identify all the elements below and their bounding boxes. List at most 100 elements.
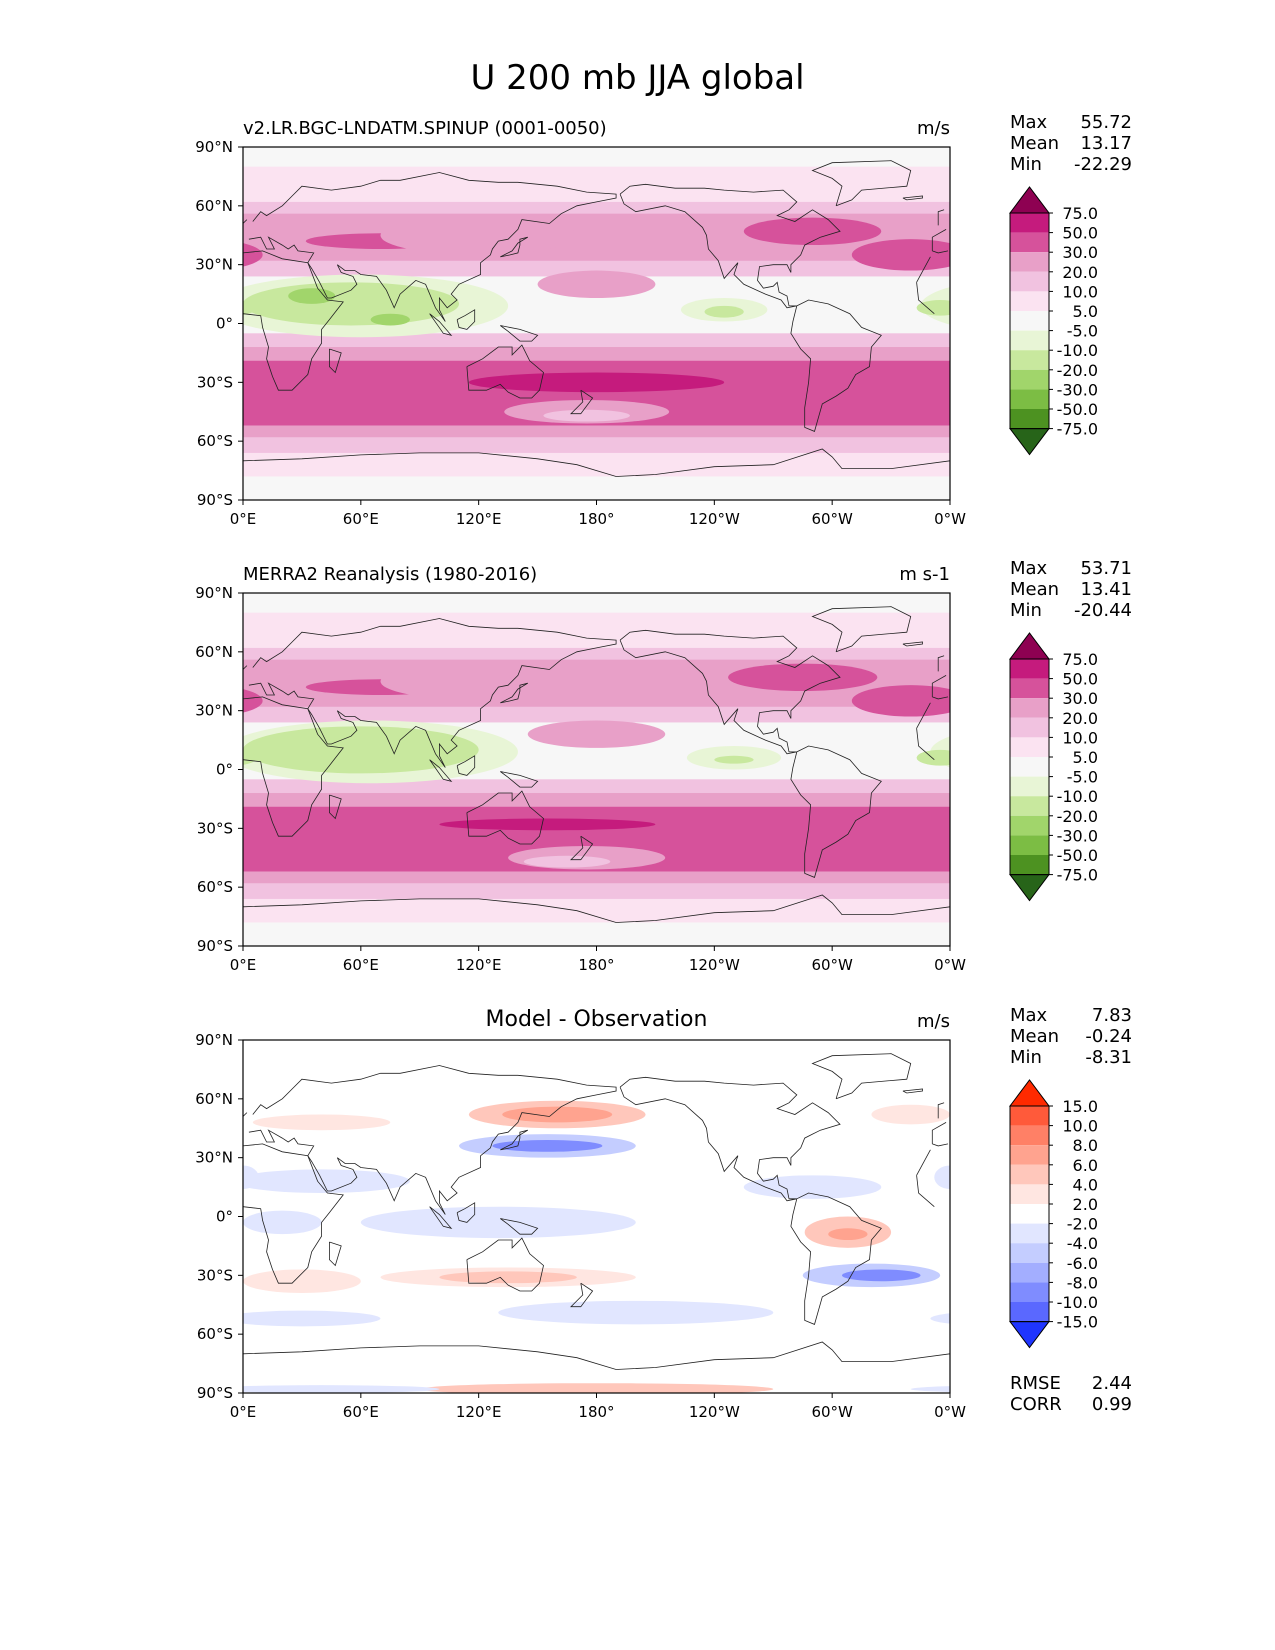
coastline (902, 1088, 923, 1094)
colorbar-label: -8.0 (1067, 1273, 1098, 1292)
contour-region (828, 1228, 868, 1241)
stat-row: Min -20.44 (1010, 600, 1132, 621)
y-tick-label: 30°N (195, 1149, 233, 1167)
coastline (937, 209, 945, 226)
x-tick-label: 60°W (811, 1403, 853, 1421)
stat-label: Min (1010, 600, 1042, 621)
y-tick-label: 30°S (197, 1266, 233, 1284)
stat-value: 13.41 (1080, 579, 1132, 600)
y-tick-label: 30°S (197, 819, 233, 837)
coastline (790, 299, 882, 432)
colorbar-swatch (1010, 835, 1049, 855)
y-tick-label: 30°N (195, 256, 233, 274)
colorbar-outline (1009, 212, 1050, 430)
contour-region (243, 750, 257, 765)
contour-region (498, 1300, 774, 1325)
coastline (466, 790, 544, 845)
colorbar-label: 30.0 (1062, 243, 1098, 262)
colorbar-swatch (1010, 1106, 1049, 1126)
colorbar-label: 10.0 (1062, 282, 1098, 301)
contour-region (851, 239, 950, 271)
stat-value: 2.44 (1091, 1373, 1132, 1394)
coastline (243, 1143, 344, 1284)
contour-region (439, 818, 656, 831)
stat-row: RMSE 2.44 (1010, 1373, 1132, 1394)
coastline (570, 1282, 594, 1308)
colorbar-swatch (1010, 659, 1049, 679)
stat-row: Mean 13.41 (1010, 579, 1132, 600)
error-stats-box: RMSE 2.44 CORR 0.99 (1010, 1373, 1132, 1415)
contour-region (851, 685, 950, 717)
coastline (570, 835, 594, 861)
coastline (570, 389, 594, 415)
colorbar-outline (1009, 658, 1050, 876)
colorbar-label: -15.0 (1057, 1313, 1098, 1332)
contour-region (916, 749, 950, 766)
colorbar-extend-bottom (1009, 1321, 1050, 1349)
colorbar-swatch (1010, 389, 1049, 409)
x-tick-label: 180° (578, 510, 614, 528)
colorbar-swatch (1010, 1125, 1049, 1146)
colorbar-label: 2.0 (1073, 1195, 1098, 1214)
contour-region (360, 1206, 636, 1239)
stat-label: Mean (1010, 579, 1060, 600)
contour-region (243, 243, 263, 267)
y-tick-label: 60°S (197, 878, 233, 896)
colorbar-swatch (1010, 330, 1049, 351)
x-tick-label: 120°W (689, 510, 740, 528)
coastline (328, 794, 342, 820)
coastline (902, 641, 923, 647)
x-tick-label: 180° (578, 1403, 614, 1421)
stat-row: Max 55.72 (1010, 112, 1132, 133)
stat-row: CORR 0.99 (1010, 1394, 1132, 1415)
colorbar-label: -20.0 (1057, 361, 1098, 380)
contour-region (370, 313, 410, 326)
coastline (466, 344, 544, 399)
contour-region (841, 1269, 921, 1282)
colorbar-label: -50.0 (1057, 846, 1098, 865)
panel-units: m/s (917, 1011, 950, 1032)
colorbar-label: -4.0 (1067, 1234, 1098, 1253)
stat-value: -22.29 (1073, 154, 1132, 175)
coastline (619, 629, 841, 755)
stat-label: Max (1010, 1005, 1048, 1026)
coastlines (243, 606, 950, 923)
stat-row: Mean 13.17 (1010, 133, 1132, 154)
colorbar-swatch (1010, 1282, 1049, 1302)
colorbar-swatch (1010, 855, 1049, 875)
stat-row: Mean -0.24 (1010, 1026, 1132, 1047)
y-tick-label: 60°N (195, 1090, 233, 1108)
x-tick-label: 0°E (230, 510, 257, 528)
contour-fill-layer (243, 593, 950, 946)
y-tick-label: 90°S (197, 937, 233, 955)
colorbar-swatch (1010, 1243, 1049, 1263)
stat-label: Mean (1010, 133, 1060, 154)
coastline (243, 219, 248, 224)
coastline (500, 236, 529, 258)
coastline (328, 348, 342, 374)
colorbar-label: -5.0 (1067, 768, 1098, 787)
colorbar-label: -6.0 (1067, 1254, 1098, 1273)
colorbar-swatch (1010, 1184, 1049, 1204)
coastline (937, 655, 945, 672)
colorbar-label: -10.0 (1057, 787, 1098, 806)
panel-units: m s-1 (899, 564, 950, 585)
coastline (248, 1065, 617, 1215)
coastline (790, 745, 882, 878)
y-tick-label: 0° (216, 315, 233, 333)
colorbar-outline (1009, 1105, 1050, 1323)
y-tick-label: 60°S (197, 1325, 233, 1343)
contour-region (543, 409, 630, 422)
colorbar-label: 6.0 (1073, 1156, 1098, 1175)
y-tick-label: 90°N (195, 1031, 233, 1049)
stat-row: Max 53.71 (1010, 558, 1132, 579)
coastline (790, 1192, 882, 1325)
stat-value: -0.24 (1085, 1026, 1132, 1047)
contour-region (243, 1269, 361, 1293)
x-tick-label: 0°W (934, 510, 966, 528)
panel-title: MERRA2 Reanalysis (1980-2016) (243, 564, 538, 585)
colorbar-swatch (1010, 1223, 1049, 1244)
coastline (500, 682, 529, 704)
